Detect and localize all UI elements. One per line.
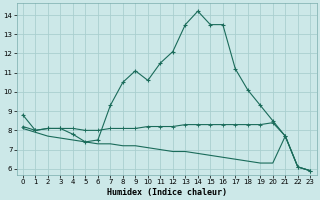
X-axis label: Humidex (Indice chaleur): Humidex (Indice chaleur) xyxy=(107,188,227,197)
